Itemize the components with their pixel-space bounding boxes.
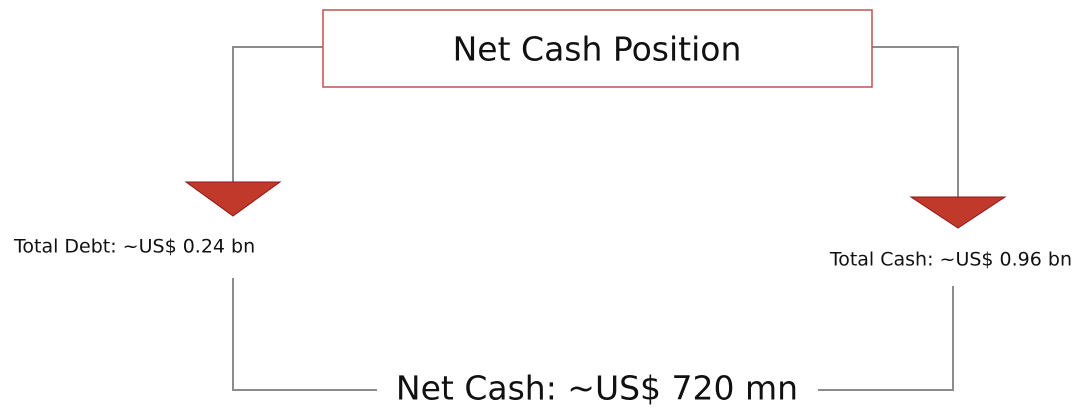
net-cash-label: Net Cash: ~US$ 720 mn	[396, 369, 798, 408]
connector-bottom-right	[818, 286, 954, 391]
connector-bottom-left	[232, 278, 377, 391]
connector-right	[872, 46, 959, 197]
arrow-left	[184, 181, 282, 217]
connector-left	[232, 46, 323, 182]
title-box	[322, 9, 873, 88]
arrow-right	[909, 196, 1007, 229]
debt-label: Total Debt: ~US$ 0.24 bn	[13, 236, 255, 258]
connectors	[232, 46, 959, 391]
title: Net Cash Position	[453, 30, 742, 69]
cash-label: Total Cash: ~US$ 0.96 bn	[829, 249, 1072, 271]
